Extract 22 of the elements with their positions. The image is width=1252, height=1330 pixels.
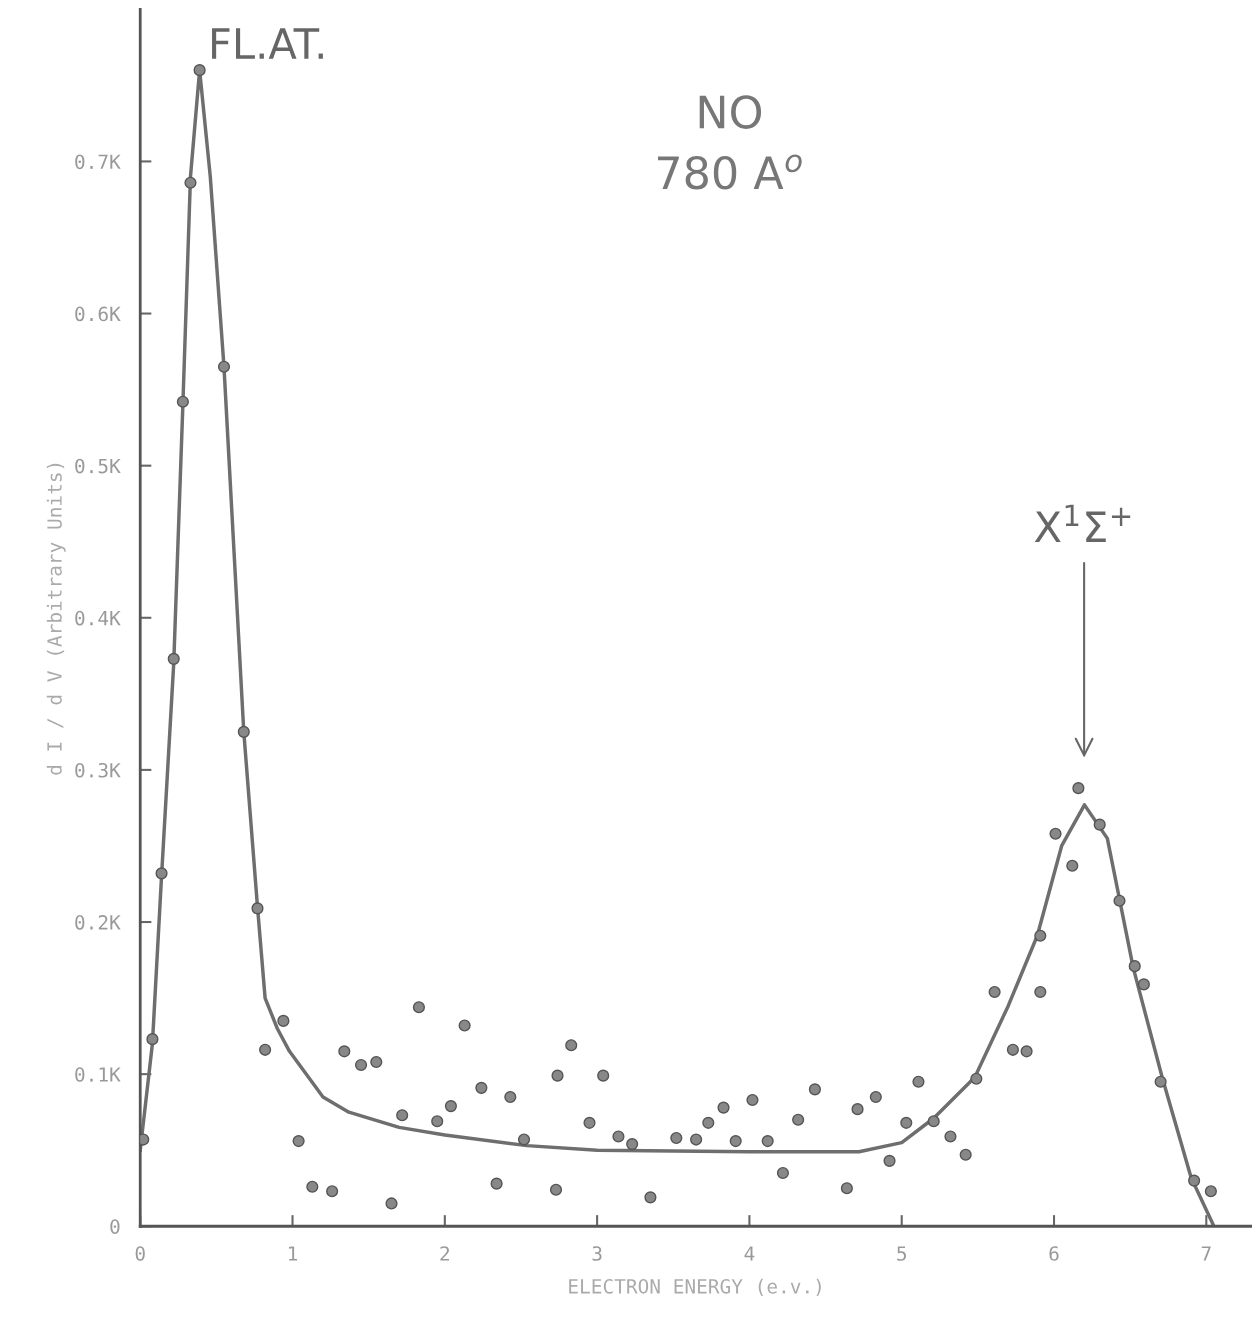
- x-tick-label: 0: [135, 1246, 145, 1261]
- annotation: X$^{1}$Σ$^{+}$: [1034, 504, 1131, 542]
- x-axis-title: ELECTRON ENERGY (e.v.): [569, 1278, 821, 1296]
- y-tick-label: 0.5K: [75, 458, 121, 474]
- y-tick-label: 0.7K: [75, 154, 121, 170]
- y-tick-label: 0.2K: [75, 915, 121, 930]
- y-tick-label: 0.3K: [75, 762, 121, 778]
- y-tick-label: 0.6K: [75, 306, 121, 322]
- y-tick-label: 0: [110, 1219, 120, 1234]
- x-tick-label: 6: [1049, 1246, 1059, 1261]
- y-tick-label: 0.1K: [75, 1067, 121, 1082]
- x-tick-label: 7: [1201, 1246, 1211, 1261]
- x-tick-label: 5: [897, 1246, 907, 1261]
- annotation: NO: [699, 95, 762, 129]
- y-axis-title: d I / d V (Arbitrary Units): [46, 463, 66, 775]
- x-tick-label: 2: [440, 1246, 450, 1261]
- x-tick-label: 4: [744, 1246, 755, 1261]
- x-tick-label: 1: [289, 1246, 298, 1261]
- x-tick-label: 3: [592, 1246, 602, 1261]
- annotation: FL.AT.: [212, 28, 323, 59]
- annotation: 780 A$^{o}$: [658, 154, 802, 190]
- y-tick-label: 0.4K: [75, 610, 121, 626]
